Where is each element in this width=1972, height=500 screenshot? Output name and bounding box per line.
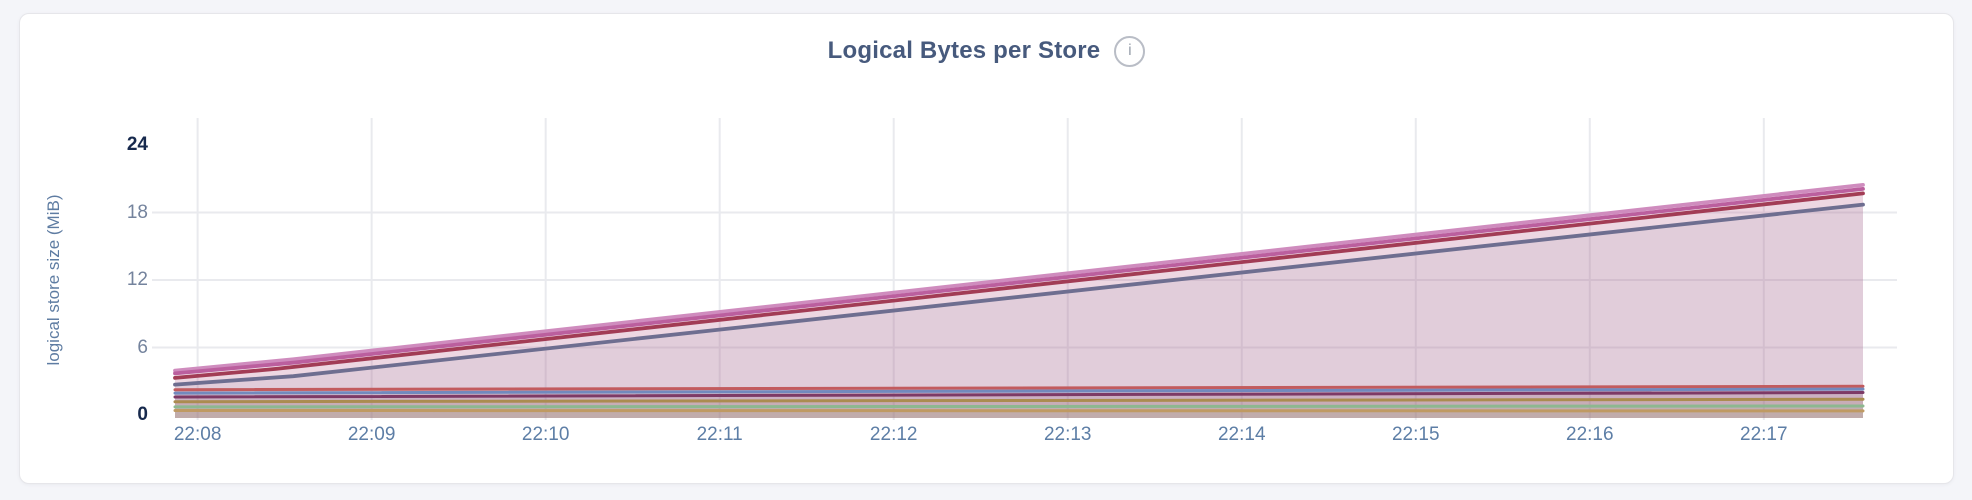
series-area xyxy=(175,399,1863,418)
series-line xyxy=(173,186,1865,376)
chart-header: Logical Bytes per Store i xyxy=(19,34,1954,68)
series-line xyxy=(173,191,1865,380)
series-line xyxy=(173,397,1865,404)
series-area xyxy=(175,184,1863,418)
series-line xyxy=(173,387,1865,395)
series-line xyxy=(173,404,1865,409)
series-line xyxy=(173,391,1865,399)
info-icon-glyph: i xyxy=(1128,42,1132,59)
chart-title: Logical Bytes per Store xyxy=(827,37,1101,64)
series-area xyxy=(175,204,1863,418)
info-icon[interactable]: i xyxy=(1114,35,1146,67)
series-line xyxy=(173,384,1865,392)
series-line xyxy=(173,202,1865,387)
series-area xyxy=(175,410,1863,418)
series-line xyxy=(173,182,1865,373)
y-axis-title: logical store size (MiB) xyxy=(44,194,63,366)
series-area xyxy=(175,188,1863,418)
